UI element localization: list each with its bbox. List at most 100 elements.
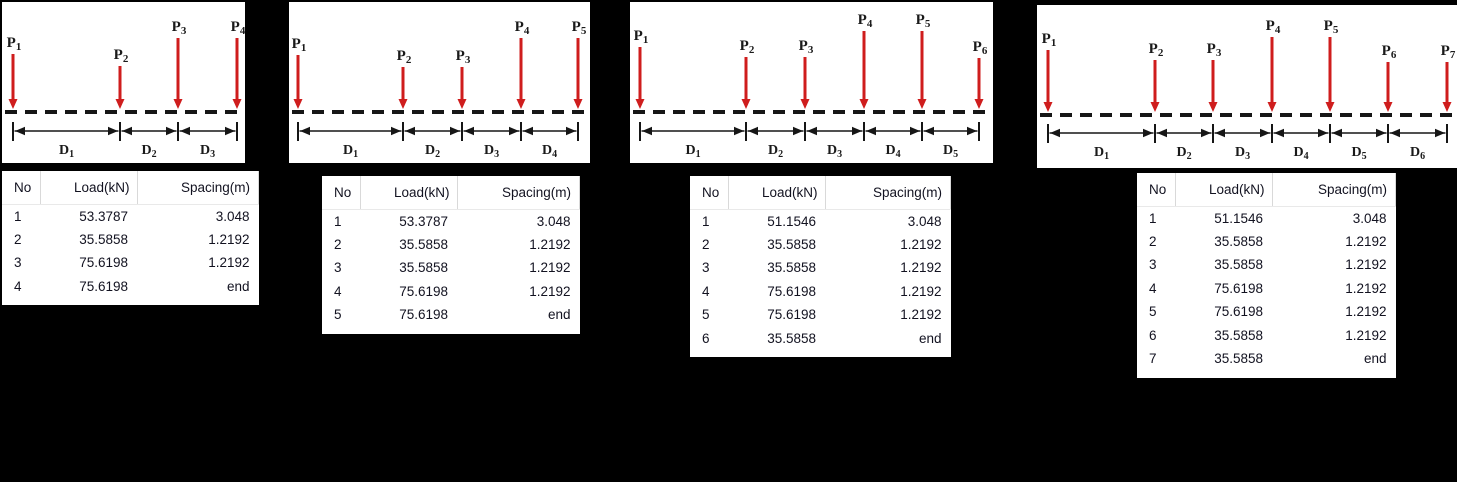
load-arrow-P2: P2: [397, 48, 412, 109]
dimension-segment-D2: D2: [121, 126, 177, 160]
arrowhead-icon: [1267, 102, 1277, 112]
cell-spacing: 1.2192: [208, 231, 250, 247]
cell-load: 53.3787: [399, 213, 448, 229]
cell-spacing: 1.2192: [529, 283, 571, 299]
cell-load: 51.1546: [767, 213, 816, 229]
table-row: 4 75.6198 1.2192: [322, 280, 580, 304]
cell-spacing: 1.2192: [900, 283, 942, 299]
cell-load: 75.6198: [767, 307, 816, 323]
spacing-label-D1: D1: [1094, 145, 1109, 162]
load-arrow-P5: P5: [1324, 18, 1339, 112]
arrowhead-icon: [917, 99, 927, 109]
dimension-segment-D2: D2: [1156, 128, 1212, 162]
load-label-P6: P6: [1382, 43, 1397, 61]
table-row: 1 51.1546 3.048: [1137, 206, 1396, 230]
table-row: 4 75.6198 1.2192: [690, 280, 951, 304]
load-table-1: No Load(kN) Spacing(m) 1 53.3787 3.048 2 35.585…: [2, 171, 259, 305]
cell-load: 53.3787: [79, 208, 128, 224]
dimension-segment-D3: D3: [1214, 128, 1271, 162]
table-row: 6 35.5858 end: [690, 327, 951, 351]
load-spacing-grid: No Load(kN) Spacing(m) 1 53.3787 3.048 2 35.585…: [2, 171, 259, 298]
dimension-segment-D2: D2: [404, 126, 461, 160]
cell-no: 4: [1149, 280, 1157, 296]
load-label-P3: P3: [1207, 41, 1222, 59]
dimension-segment-D4: D4: [1273, 128, 1329, 162]
load-arrow-P1: P1: [7, 35, 21, 109]
table-row: 5 75.6198 end: [322, 303, 580, 327]
cell-load: 35.5858: [767, 260, 816, 276]
cell-spacing: 1.2192: [529, 236, 571, 252]
load-spacing-grid: No Load(kN) Spacing(m) 1 51.1546 3.048 2 35.585…: [690, 176, 951, 350]
arrowhead-icon: [293, 99, 303, 109]
cell-spacing: 1.2192: [1345, 257, 1387, 273]
dimension-segment-D3: D3: [806, 126, 863, 160]
cell-no: 3: [14, 255, 22, 271]
cell-spacing: 1.2192: [900, 307, 942, 323]
spacing-label-D2: D2: [141, 143, 156, 160]
cell-no: 4: [334, 283, 342, 299]
table-row: 2 35.5858 1.2192: [2, 228, 259, 252]
cell-spacing: 1.2192: [1345, 233, 1387, 249]
arrowhead-icon: [173, 99, 183, 109]
table-row: 3 35.5858 1.2192: [322, 256, 580, 280]
cell-spacing: 1.2192: [1345, 327, 1387, 343]
cell-spacing: 1.2192: [208, 255, 250, 271]
load-diagram-4: P1 P2 P3 P4 P5 P6 P7 D1 D2 D3 D4 D5 D6: [1037, 5, 1457, 168]
cell-no: 1: [334, 213, 342, 229]
arrowhead-icon: [859, 99, 869, 109]
table-row: 2 35.5858 1.2192: [322, 233, 580, 257]
load-label-P5: P5: [1324, 18, 1339, 36]
dimension-segment-D5: D5: [923, 126, 978, 160]
dimension-segment-D1: D1: [1049, 128, 1154, 162]
dimension-segment-D3: D3: [179, 126, 236, 160]
cell-spacing: 1.2192: [1345, 280, 1387, 296]
cell-spacing: end: [918, 330, 942, 346]
cell-load: 35.5858: [1214, 233, 1263, 249]
column-header-no: No: [1137, 173, 1176, 207]
table-row: 7 35.5858 end: [1137, 347, 1396, 371]
cell-no: 4: [14, 278, 22, 294]
cell-no: 6: [1149, 327, 1157, 343]
column-header-spacing: Spacing(m): [137, 171, 259, 205]
header-row: No Load(kN) Spacing(m): [1137, 173, 1396, 207]
cell-no: 2: [702, 236, 710, 252]
dimension-segment-D4: D4: [865, 126, 921, 160]
dimension-segment-D1: D1: [641, 126, 745, 160]
cell-load: 35.5858: [767, 236, 816, 252]
diagram-canvas: P1 P2 P3 P4 P5 D1 D2 D3 D4: [292, 19, 588, 160]
cell-load: 75.6198: [399, 283, 448, 299]
cell-load: 51.1546: [1214, 210, 1263, 226]
arrowhead-icon: [1383, 102, 1393, 112]
dimension-segment-D3: D3: [463, 126, 520, 160]
load-arrow-P7: P7: [1441, 43, 1456, 112]
arrowhead-icon: [635, 99, 645, 109]
cell-no: 1: [14, 208, 22, 224]
cell-spacing: 1.2192: [900, 260, 942, 276]
load-label-P2: P2: [114, 47, 129, 65]
load-label-P1: P1: [1042, 31, 1057, 49]
arrowhead-icon: [1150, 102, 1160, 112]
cell-no: 5: [702, 307, 710, 323]
load-arrow-P6: P6: [1382, 43, 1397, 112]
table-row: 2 35.5858 1.2192: [690, 233, 951, 257]
cell-load: 75.6198: [1214, 280, 1263, 296]
load-arrow-P4: P4: [515, 19, 530, 109]
load-spacing-grid: No Load(kN) Spacing(m) 1 51.1546 3.048 2 35.585…: [1137, 173, 1396, 371]
load-label-P4: P4: [858, 12, 873, 30]
table-row: 2 35.5858 1.2192: [1137, 230, 1396, 254]
arrowhead-icon: [398, 99, 408, 109]
table-row: 6 35.5858 1.2192: [1137, 324, 1396, 348]
load-arrow-P6: P6: [973, 39, 988, 109]
spacing-label-D1: D1: [59, 143, 74, 160]
cell-load: 35.5858: [767, 330, 816, 346]
table-row: 3 35.5858 1.2192: [690, 256, 951, 280]
dimension-segment-D2: D2: [747, 126, 804, 160]
load-label-P5: P5: [916, 12, 931, 30]
load-label-P5: P5: [572, 19, 587, 37]
arrowhead-icon: [232, 99, 242, 109]
load-arrow-P4: P4: [1266, 18, 1281, 112]
spacing-label-D4: D4: [542, 143, 557, 160]
load-diagram-2: P1 P2 P3 P4 P5 D1 D2 D3 D4: [289, 2, 590, 163]
dimension-segment-D5: D5: [1331, 128, 1387, 162]
